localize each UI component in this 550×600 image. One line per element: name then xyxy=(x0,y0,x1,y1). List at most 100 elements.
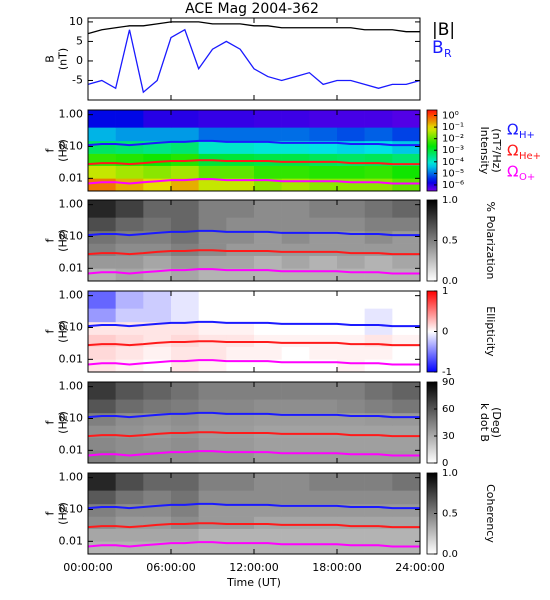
heatmap-cell xyxy=(198,308,227,323)
gyrofrequency-line xyxy=(87,178,420,185)
heatmap-cell xyxy=(115,450,144,464)
series-line xyxy=(87,28,421,94)
heatmap-cell xyxy=(392,217,421,232)
heatmap-cell xyxy=(171,321,199,335)
y-tick-label: 0.10 xyxy=(59,502,84,515)
heatmap-cell xyxy=(226,473,255,491)
heatmap-cell xyxy=(392,178,421,192)
colorbar-tick-label: 30 xyxy=(442,431,455,442)
heatmap-cell xyxy=(392,473,421,491)
heatmap-cell xyxy=(392,165,421,179)
heatmap-cell xyxy=(198,200,227,218)
gyrofrequency-line xyxy=(87,502,420,510)
gyrofrequency-line xyxy=(87,139,420,147)
heatmap-cell xyxy=(281,200,310,218)
heatmap-cell xyxy=(392,541,421,555)
heatmap-cell xyxy=(392,230,421,244)
gyrofrequency-line xyxy=(87,450,420,457)
heatmap-cell xyxy=(226,268,255,282)
chart-title: ACE Mag 2004-362 xyxy=(185,1,319,17)
colorbar-label: Coherency xyxy=(484,484,497,543)
heatmap-cell xyxy=(254,200,282,218)
heatmap-cell xyxy=(198,127,227,142)
heatmap-cell xyxy=(88,473,116,491)
heatmap-cell xyxy=(115,255,144,269)
y-axis-label: (Hz) xyxy=(57,320,70,343)
heatmap-cell xyxy=(254,243,282,256)
gyrofrequency-line xyxy=(87,359,420,366)
heatmap-cell xyxy=(392,412,421,426)
heatmap-cell xyxy=(115,503,144,517)
heatmap-cell xyxy=(198,140,227,154)
colorbar-tick-label: 10⁻⁶ xyxy=(442,180,464,191)
heatmap-cell xyxy=(226,346,255,360)
heatmap-cell xyxy=(226,165,255,179)
heatmap-cell xyxy=(309,255,338,269)
heatmap-cell xyxy=(254,516,282,529)
x-tick-label: 12:00:00 xyxy=(229,561,278,574)
heatmap-cell xyxy=(337,437,365,451)
heatmap-cell xyxy=(198,450,227,464)
heatmap-cell xyxy=(198,255,227,269)
heatmap-cell xyxy=(364,230,393,244)
x-tick-label: 06:00:00 xyxy=(146,561,195,574)
heatmap-cell xyxy=(254,321,282,335)
heatmap-cell xyxy=(171,503,199,517)
legend-subscript: R xyxy=(444,47,452,60)
heatmap-cell xyxy=(309,165,338,179)
heatmap-cell xyxy=(88,450,116,464)
heatmap-cell xyxy=(337,217,365,232)
y-tick-label: 0.10 xyxy=(59,139,84,152)
heatmap-cell xyxy=(143,490,172,505)
heatmap-cell xyxy=(254,473,282,491)
heatmap-cell xyxy=(392,140,421,154)
heatmap-cell xyxy=(364,528,393,542)
colorbar-tick-label: 90 xyxy=(442,377,455,388)
heatmap-cell xyxy=(198,110,227,128)
heatmap-cell xyxy=(337,382,365,400)
heatmap-cell xyxy=(364,346,393,360)
heatmap-cell xyxy=(88,359,116,373)
heatmap-cell xyxy=(392,382,421,400)
heatmap-cell xyxy=(88,437,116,451)
heatmap-cell xyxy=(198,541,227,555)
heatmap-cell xyxy=(309,412,338,426)
heatmap-cell xyxy=(171,425,199,438)
heatmap-cell xyxy=(281,516,310,529)
heatmap-cell xyxy=(309,217,338,232)
heatmap-cell xyxy=(88,165,116,179)
heatmap-cell xyxy=(226,412,255,426)
y-tick-label: 0.10 xyxy=(59,320,84,333)
heatmap-cell xyxy=(281,334,310,347)
heatmap-cell xyxy=(143,334,172,347)
heatmap-cell xyxy=(254,291,282,309)
heatmap-cell xyxy=(88,382,116,400)
heatmap-cell xyxy=(198,165,227,179)
colorbar-tick-label: 1.0 xyxy=(442,468,458,479)
heatmap-cell xyxy=(171,412,199,426)
series-line xyxy=(87,21,420,35)
heatmap-cell xyxy=(364,268,393,282)
y-tick-label: 0.01 xyxy=(59,171,84,184)
heatmap-cell xyxy=(392,399,421,414)
heatmap-cell xyxy=(226,334,255,347)
heatmap-cell xyxy=(281,473,310,491)
heatmap-cell xyxy=(392,127,421,142)
heatmap-cell xyxy=(171,382,199,400)
colorbar-label: (nT²/Hz) xyxy=(490,128,503,172)
heatmap-cell xyxy=(88,217,116,232)
heatmap-cell xyxy=(392,503,421,517)
heatmap-cell xyxy=(115,140,144,154)
heatmap-cell xyxy=(281,153,310,166)
heatmap-cell xyxy=(337,541,365,555)
y-axis-label: f xyxy=(44,237,57,242)
heatmap-cell xyxy=(337,255,365,269)
heatmap-cell xyxy=(309,321,338,335)
heatmap-cell xyxy=(364,412,393,426)
heatmap-cell xyxy=(88,110,116,128)
heatmap-cell xyxy=(254,425,282,438)
y-tick-label: 0.10 xyxy=(59,411,84,424)
heatmap-cell xyxy=(281,217,310,232)
heatmap-cell xyxy=(309,230,338,244)
legend-subscript: O+ xyxy=(519,172,535,183)
